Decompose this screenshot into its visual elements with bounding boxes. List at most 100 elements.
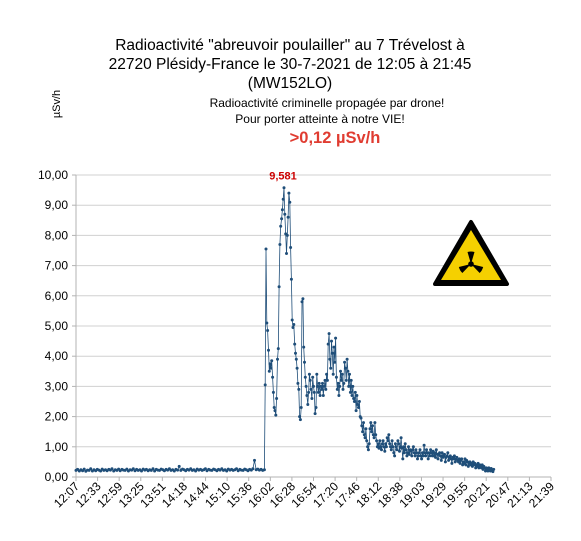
- data-point: [322, 384, 326, 388]
- data-point: [326, 342, 330, 346]
- data-point: [280, 208, 284, 212]
- y-tick-label: 4,00: [45, 349, 69, 363]
- chart-title-line-3: (MW152LO): [248, 75, 332, 92]
- data-point: [466, 464, 470, 468]
- data-point: [351, 384, 355, 388]
- data-point: [340, 372, 344, 376]
- data-point: [352, 397, 356, 400]
- data-point: [443, 460, 447, 464]
- data-point: [353, 390, 357, 394]
- data-point: [89, 467, 93, 471]
- data-point: [417, 451, 421, 455]
- data-point: [360, 424, 364, 428]
- data-point: [352, 400, 356, 403]
- data-point: [317, 381, 321, 385]
- y-tick-label: 9,00: [45, 198, 69, 212]
- data-point: [348, 372, 351, 376]
- data-point: [365, 439, 369, 443]
- data-point: [421, 454, 425, 458]
- data-point: [366, 448, 370, 452]
- data-point: [436, 457, 440, 461]
- data-point: [325, 378, 329, 382]
- data-point: [350, 394, 354, 397]
- data-point: [407, 445, 410, 449]
- data-point: [291, 326, 295, 329]
- data-point: [433, 451, 437, 455]
- data-point: [427, 451, 431, 455]
- data-point: [382, 445, 386, 449]
- data-point: [177, 464, 181, 468]
- data-point: [302, 345, 306, 349]
- data-point: [357, 400, 361, 403]
- data-point: [371, 424, 374, 428]
- data-point: [412, 451, 416, 455]
- data-point: [393, 442, 397, 446]
- data-point: [414, 448, 418, 452]
- y-tick-label: 2,00: [45, 410, 69, 424]
- data-point: [362, 433, 366, 437]
- data-point: [276, 347, 280, 351]
- data-point: [273, 409, 277, 413]
- data-point: [448, 454, 452, 458]
- y-tick-label: 8,00: [45, 228, 69, 242]
- data-point: [381, 439, 385, 443]
- data-point: [281, 197, 285, 201]
- data-point: [402, 451, 406, 455]
- data-point: [446, 451, 450, 455]
- data-point: [282, 186, 286, 190]
- data-point: [251, 467, 255, 471]
- data-point: [418, 448, 422, 452]
- data-point: [280, 217, 284, 221]
- y-tick-label: 3,00: [45, 379, 69, 393]
- gridlines: [76, 174, 551, 448]
- data-point: [277, 285, 281, 289]
- data-point: [393, 454, 397, 458]
- data-point: [336, 381, 340, 385]
- data-point: [296, 381, 300, 385]
- data-point: [110, 467, 114, 471]
- data-point: [398, 449, 401, 453]
- data-point: [384, 445, 388, 449]
- data-point: [267, 348, 270, 352]
- data-point: [385, 436, 389, 440]
- data-point: [293, 342, 297, 346]
- data-point: [285, 233, 289, 237]
- data-point: [369, 421, 373, 425]
- data-point: [269, 366, 273, 370]
- data-point: [271, 390, 275, 394]
- series-line: [75, 187, 495, 473]
- data-series: [74, 186, 496, 474]
- data-point: [304, 384, 308, 388]
- data-point: [423, 451, 427, 455]
- data-point: [458, 461, 462, 465]
- data-point: [439, 458, 443, 462]
- data-point: [403, 442, 407, 446]
- data-point: [397, 442, 401, 446]
- threshold-label: >0,12 µSv/h: [290, 129, 381, 147]
- data-point: [337, 394, 341, 397]
- data-point: [420, 451, 424, 455]
- data-point: [415, 451, 419, 455]
- data-point: [294, 357, 298, 361]
- data-point: [460, 457, 464, 461]
- data-point: [303, 375, 307, 379]
- data-point: [289, 277, 293, 281]
- chart-title-line-1: Radioactivité "abreuvoir poulailler" au …: [115, 37, 465, 54]
- data-point: [342, 381, 346, 385]
- data-point: [300, 300, 304, 304]
- data-point: [368, 427, 372, 431]
- data-point: [349, 378, 353, 382]
- y-tick-label: 7,00: [45, 259, 69, 273]
- data-point: [356, 403, 360, 406]
- y-axis-label: µSv/h: [51, 90, 63, 118]
- data-point: [329, 366, 333, 370]
- data-point: [443, 452, 446, 456]
- data-point: [374, 433, 378, 437]
- data-point: [323, 378, 327, 382]
- data-point: [376, 442, 380, 446]
- data-point: [310, 397, 314, 400]
- data-point: [276, 357, 279, 361]
- data-point: [389, 448, 393, 452]
- data-point: [311, 375, 315, 379]
- data-point: [452, 457, 455, 461]
